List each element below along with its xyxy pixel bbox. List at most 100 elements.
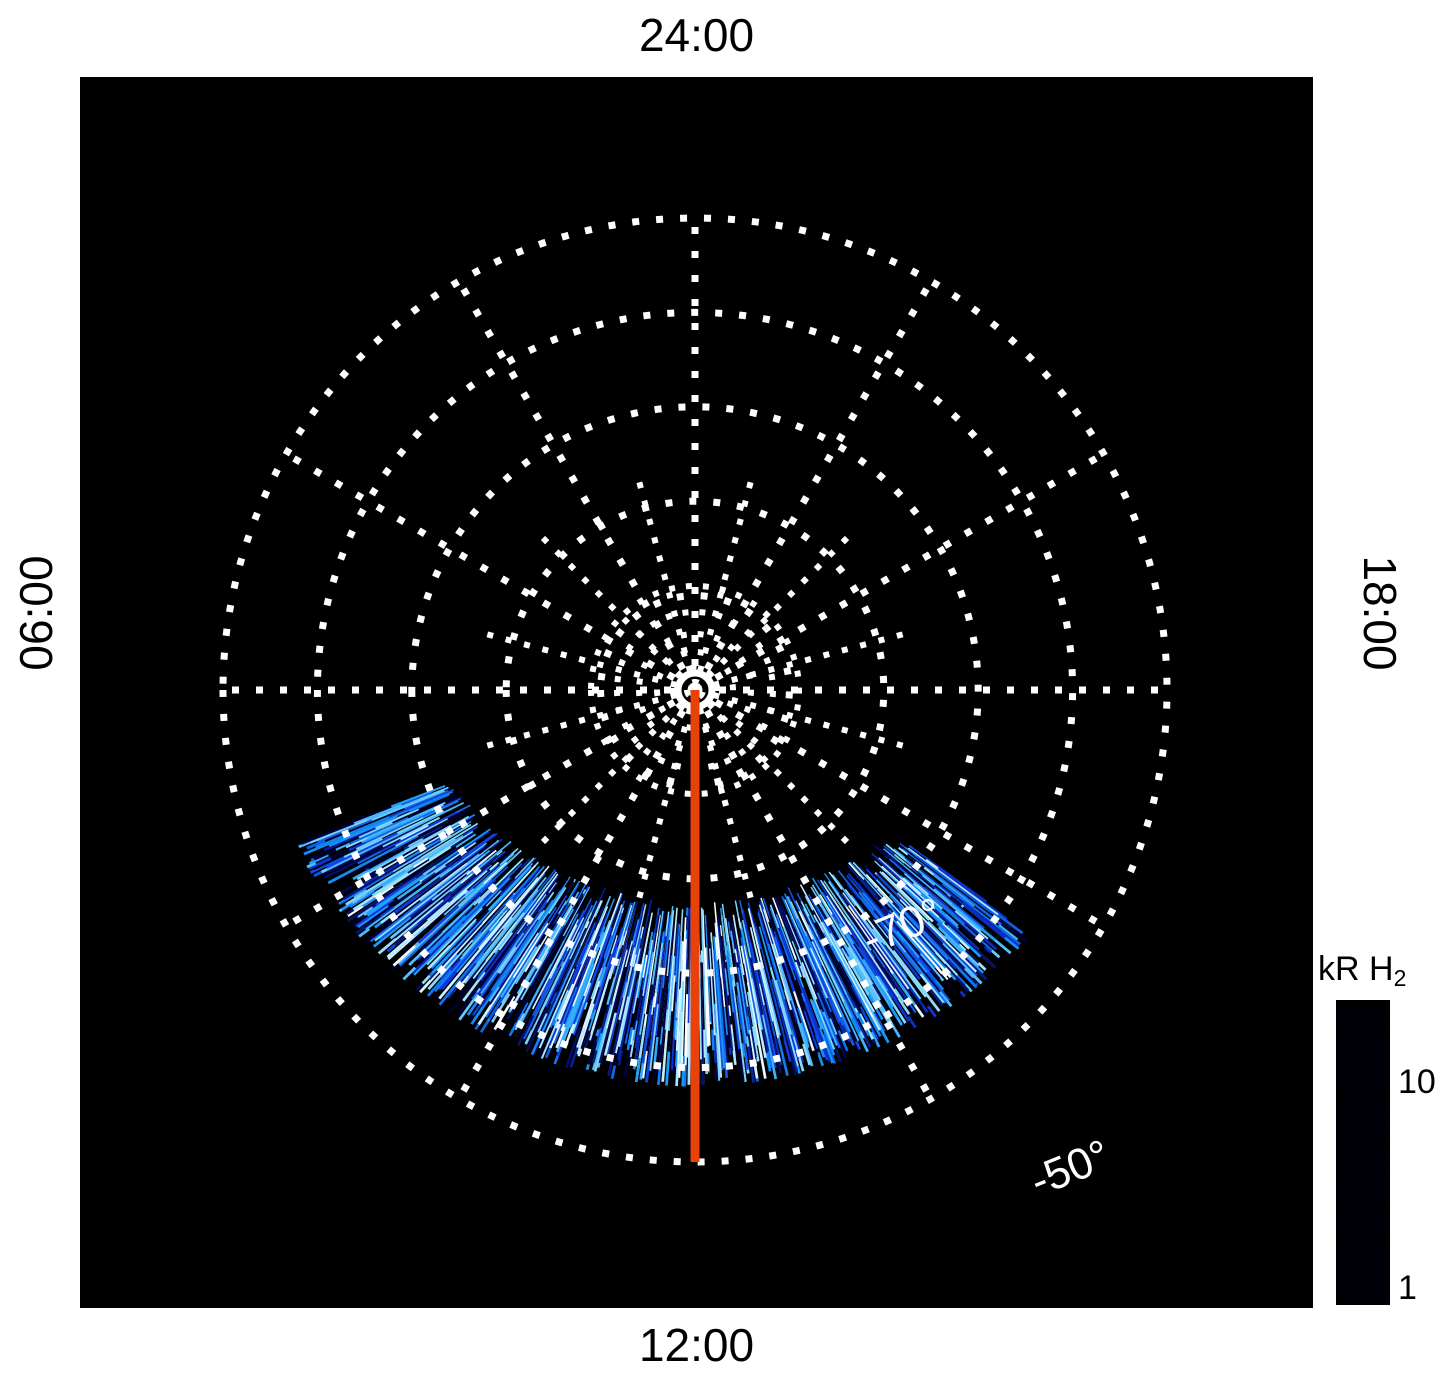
aurora-pixel xyxy=(760,897,770,923)
aurora-pixel xyxy=(592,901,638,1063)
aurora-pixel xyxy=(872,928,886,946)
aurora-pixel xyxy=(767,913,796,992)
aurora-pixel xyxy=(946,924,982,958)
aurora-pixel xyxy=(576,1003,595,1055)
aurora-pixel xyxy=(342,840,441,900)
aurora-pixel xyxy=(555,932,604,1053)
aurora-pixel xyxy=(937,867,1008,921)
aurora-pixel xyxy=(730,1032,737,1065)
aurora-pixel xyxy=(407,874,467,923)
aurora-pixel xyxy=(776,981,793,1031)
aurora-pixel xyxy=(431,869,470,901)
colorbar-title-subscript: 2 xyxy=(1393,964,1407,991)
aurora-pixel xyxy=(862,892,914,954)
aurora-pixel xyxy=(858,891,875,912)
aurora-pixel xyxy=(346,847,459,923)
aurora-pixel xyxy=(735,947,749,1017)
aurora-pixel xyxy=(375,876,417,906)
aurora-pixel xyxy=(848,904,910,990)
aurora-pixel xyxy=(816,968,844,1027)
aurora-pixel xyxy=(718,944,726,990)
aurora-pixel xyxy=(903,876,955,923)
aurora-pixel xyxy=(887,912,918,949)
aurora-pixel xyxy=(852,943,865,960)
polar-plot-canvas: -70° -50° xyxy=(80,77,1313,1308)
aurora-pixel xyxy=(479,1020,490,1033)
aurora-pixel xyxy=(802,1010,819,1050)
aurora-pixel xyxy=(367,789,445,823)
aurora-pixel xyxy=(906,889,944,925)
aurora-pixel xyxy=(455,833,477,848)
aurora-pixel xyxy=(519,877,539,900)
aurora-pixel xyxy=(430,927,451,948)
colorbar-title-main: kR H xyxy=(1318,950,1394,988)
aurora-pixel xyxy=(595,1027,603,1044)
aurora-pixel xyxy=(430,874,449,889)
aurora-pixel xyxy=(471,931,483,944)
aurora-pixel xyxy=(876,845,926,889)
aurora-pixel xyxy=(399,824,429,841)
aurora-pixel xyxy=(479,876,558,982)
aurora-pixel xyxy=(562,912,609,1025)
aurora-pixel xyxy=(374,808,419,830)
aurora-pixel xyxy=(658,988,669,1069)
aurora-pixel xyxy=(591,959,615,1030)
aurora-pixel xyxy=(750,978,764,1030)
aurora-pixel xyxy=(831,945,882,1037)
aurora-pixel xyxy=(485,889,502,907)
aurora-pixel xyxy=(624,940,633,968)
aurora-pixel xyxy=(502,853,515,865)
colorbar-tick xyxy=(1348,1003,1350,1012)
aurora-pixel xyxy=(939,973,956,992)
aurora-pixel xyxy=(583,1033,591,1052)
aurora-pixel xyxy=(324,839,400,879)
aurora-pixel xyxy=(872,919,892,943)
aurora-pixel xyxy=(714,937,719,961)
colorbar-tick xyxy=(1339,1024,1345,1027)
colorbar-tick xyxy=(1381,1024,1387,1027)
aurora-pixel xyxy=(919,953,945,982)
aurora-pixel xyxy=(403,824,451,852)
aurora-pixel xyxy=(443,887,475,916)
aurora-pixel xyxy=(778,905,790,930)
aurora-pixel xyxy=(742,963,748,983)
aurora-pixel xyxy=(828,881,848,908)
aurora-pixel xyxy=(360,809,433,844)
aurora-pixel xyxy=(799,905,872,1048)
aurora-pixel xyxy=(473,879,497,902)
aurora-pixel xyxy=(863,879,894,913)
aurora-pixel xyxy=(769,967,799,1067)
aurora-pixel xyxy=(538,968,575,1049)
colorbar-tick xyxy=(1339,1153,1345,1156)
aurora-pixel xyxy=(490,838,503,849)
colorbar-tick xyxy=(1352,1003,1354,1012)
aurora-pixel xyxy=(721,959,734,1052)
aurora-pixel xyxy=(702,909,709,1047)
aurora-pixel xyxy=(450,954,463,968)
aurora-pixel xyxy=(747,991,759,1046)
colorbar-tick xyxy=(1339,1136,1345,1139)
aurora-pixel xyxy=(546,881,575,924)
aurora-pixel xyxy=(767,943,786,1000)
aurora-pixel xyxy=(325,832,398,869)
aurora-pixel xyxy=(310,818,368,844)
aurora-pixel xyxy=(621,981,628,998)
colorbar-gradient-fill xyxy=(1339,1003,1387,1302)
aurora-pixel xyxy=(722,978,732,1048)
aurora-pixel xyxy=(820,965,858,1042)
aurora-pixel xyxy=(734,949,739,963)
aurora-pixel xyxy=(382,816,441,848)
aurora-pixel xyxy=(373,853,486,942)
aurora-pixel xyxy=(812,970,823,992)
aurora-pixel xyxy=(744,968,750,985)
aurora-pixel xyxy=(773,936,784,961)
aurora-pixel xyxy=(823,873,840,895)
aurora-pixel xyxy=(428,921,483,981)
aurora-pixel xyxy=(568,884,580,901)
aurora-pixel xyxy=(665,1051,671,1086)
aurora-pixel xyxy=(749,957,764,1015)
aurora-pixel xyxy=(357,904,389,929)
aurora-pixel xyxy=(438,939,493,1006)
aurora-pixel xyxy=(315,815,390,849)
colorbar-tick xyxy=(1370,1003,1372,1012)
